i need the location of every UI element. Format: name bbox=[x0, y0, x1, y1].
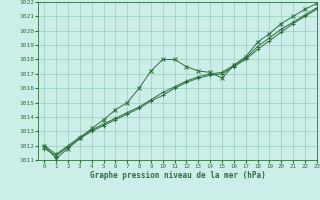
X-axis label: Graphe pression niveau de la mer (hPa): Graphe pression niveau de la mer (hPa) bbox=[90, 171, 266, 180]
